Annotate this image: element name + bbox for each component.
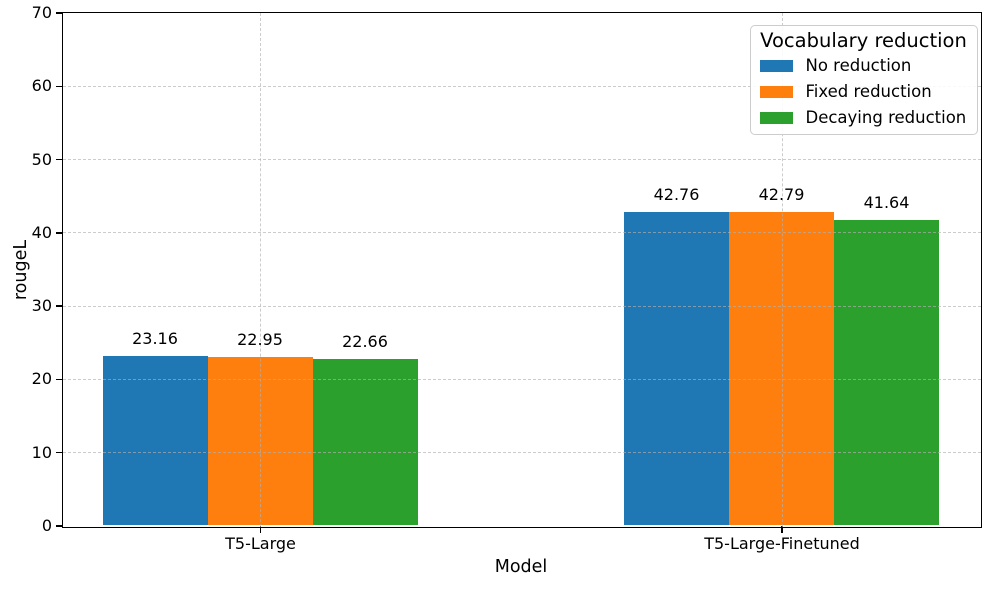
- bar-value-label: 22.95: [237, 330, 283, 350]
- y-tick-mark: [55, 378, 63, 381]
- bar: [834, 220, 939, 526]
- x-tick-label: T5-Large: [225, 534, 296, 553]
- legend-swatch: [759, 85, 793, 98]
- y-tick-mark: [55, 525, 63, 527]
- gridline-vertical: [260, 12, 261, 527]
- y-tick-mark: [55, 85, 63, 88]
- y-tick-label: 20: [31, 369, 52, 389]
- y-tick-label: 30: [31, 296, 52, 316]
- plot-area: 23.16 42.76 22.95 42.79 22.66 41.64 Vocabular…: [61, 11, 982, 528]
- bar: [624, 212, 729, 526]
- y-axis-label: rougeL: [11, 239, 31, 301]
- legend-item-label: Fixed reduction: [805, 81, 932, 101]
- legend-item-label: No reduction: [805, 55, 912, 75]
- bar-value-label: 42.76: [653, 185, 700, 205]
- legend-swatch: [759, 59, 793, 72]
- legend-swatch: [759, 112, 793, 125]
- bar-value-label: 42.79: [758, 184, 805, 204]
- legend-item: No reduction: [759, 53, 968, 79]
- y-tick-mark: [55, 232, 63, 234]
- legend-item: Decaying reduction: [759, 105, 968, 131]
- gridline-horizontal: [62, 452, 981, 454]
- y-tick-label: 50: [31, 149, 52, 169]
- bar: [312, 359, 418, 526]
- legend-title: Vocabulary reduction: [760, 28, 967, 52]
- y-tick-label: 40: [31, 222, 52, 242]
- bar-value-labels-layer: 23.16 42.76 22.95 42.79 22.66 41.64: [63, 13, 981, 527]
- legend-item: Fixed reduction: [759, 79, 968, 105]
- gridline-horizontal: [62, 85, 981, 87]
- grid-layer: [62, 12, 981, 527]
- bar-value-label: 23.16: [132, 328, 178, 348]
- y-tick-mark: [55, 305, 63, 307]
- x-tick-mark: [781, 526, 783, 533]
- x-tick-label: T5-Large-Finetuned: [704, 534, 860, 553]
- y-tick-mark: [55, 12, 63, 14]
- legend: Vocabulary reduction No reduction Fixed r…: [749, 24, 978, 135]
- y-tick-label: 70: [31, 3, 52, 22]
- bar: [102, 355, 208, 526]
- y-tick-mark: [55, 451, 63, 454]
- gridline-horizontal: [62, 378, 981, 380]
- legend-item-label: Decaying reduction: [805, 108, 967, 128]
- y-tick-label: 60: [31, 76, 52, 96]
- gridline-horizontal: [62, 159, 981, 161]
- gridline-horizontal: [62, 232, 981, 234]
- y-tick-label: 10: [31, 442, 52, 462]
- gridline-horizontal: [62, 305, 981, 307]
- bar-value-label: 22.66: [342, 332, 388, 352]
- gridline-vertical: [781, 12, 783, 527]
- bar-value-label: 41.64: [863, 193, 910, 213]
- legend-items: No reduction Fixed reduction Decaying redu…: [759, 53, 968, 132]
- y-tick-mark: [55, 158, 63, 161]
- x-tick-mark: [259, 526, 262, 533]
- x-axis-label: Model: [494, 557, 548, 577]
- y-tick-label: 0: [41, 516, 52, 535]
